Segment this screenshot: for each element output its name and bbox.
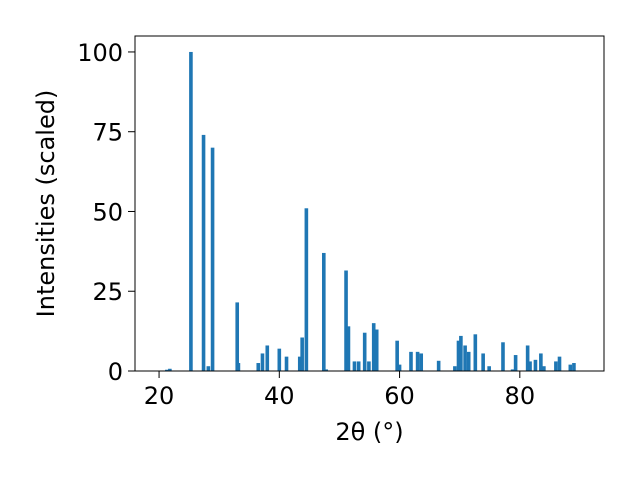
bar xyxy=(210,147,215,371)
y-tick-label: 100 xyxy=(77,39,123,67)
bar xyxy=(456,340,461,371)
bar xyxy=(265,345,270,371)
bar xyxy=(297,356,302,371)
y-tick-label: 0 xyxy=(108,358,123,386)
bar xyxy=(324,369,329,371)
bars-group xyxy=(165,51,576,371)
bar xyxy=(542,366,546,371)
bar xyxy=(487,366,491,371)
bar xyxy=(189,51,193,371)
bar xyxy=(463,345,467,371)
bar xyxy=(256,363,261,371)
bar xyxy=(284,356,289,371)
bar xyxy=(459,335,463,371)
bar xyxy=(473,334,478,371)
bar xyxy=(236,363,241,371)
bar xyxy=(415,351,420,371)
bar xyxy=(362,332,367,371)
bar xyxy=(235,302,240,371)
x-axis-label: 2θ (°) xyxy=(335,418,403,446)
bar xyxy=(510,369,515,371)
bar xyxy=(346,326,351,371)
bar xyxy=(572,363,576,371)
bar xyxy=(168,368,172,371)
bar xyxy=(352,361,357,371)
bar xyxy=(528,361,532,371)
bar xyxy=(539,353,543,371)
bar xyxy=(321,252,326,371)
bar xyxy=(165,369,169,371)
bar xyxy=(525,345,530,371)
bar xyxy=(513,355,518,371)
bar xyxy=(304,208,309,371)
y-tick-label: 25 xyxy=(92,278,123,306)
bar xyxy=(374,329,379,371)
bar xyxy=(481,353,485,371)
x-tick-label: 40 xyxy=(264,382,295,410)
y-axis-label: Intensities (scaled) xyxy=(32,90,60,318)
y-axis-ticks: 0 25 50 75 100 xyxy=(77,39,135,386)
bar xyxy=(277,348,282,371)
bar xyxy=(419,353,424,371)
bar xyxy=(533,359,538,371)
bar xyxy=(201,134,206,371)
bar xyxy=(206,366,211,371)
bar xyxy=(466,351,471,371)
bar xyxy=(501,342,505,371)
bar xyxy=(397,364,402,371)
x-tick-label: 20 xyxy=(144,382,175,410)
x-axis-ticks: 20 40 60 80 xyxy=(144,371,535,410)
bar xyxy=(557,356,562,371)
bar xyxy=(356,361,361,371)
bar xyxy=(367,361,371,371)
bar xyxy=(453,366,457,371)
bar xyxy=(409,351,413,371)
x-tick-label: 80 xyxy=(505,382,536,410)
bar xyxy=(568,364,573,371)
y-tick-label: 50 xyxy=(92,198,123,226)
plot-frame xyxy=(134,35,605,372)
bar xyxy=(260,353,265,371)
bar xyxy=(436,360,441,371)
bar xyxy=(344,270,348,371)
bar xyxy=(554,361,558,371)
y-tick-label: 75 xyxy=(92,119,123,147)
x-tick-label: 60 xyxy=(384,382,415,410)
bar xyxy=(395,340,399,371)
bar xyxy=(371,323,376,371)
bar xyxy=(300,337,304,371)
